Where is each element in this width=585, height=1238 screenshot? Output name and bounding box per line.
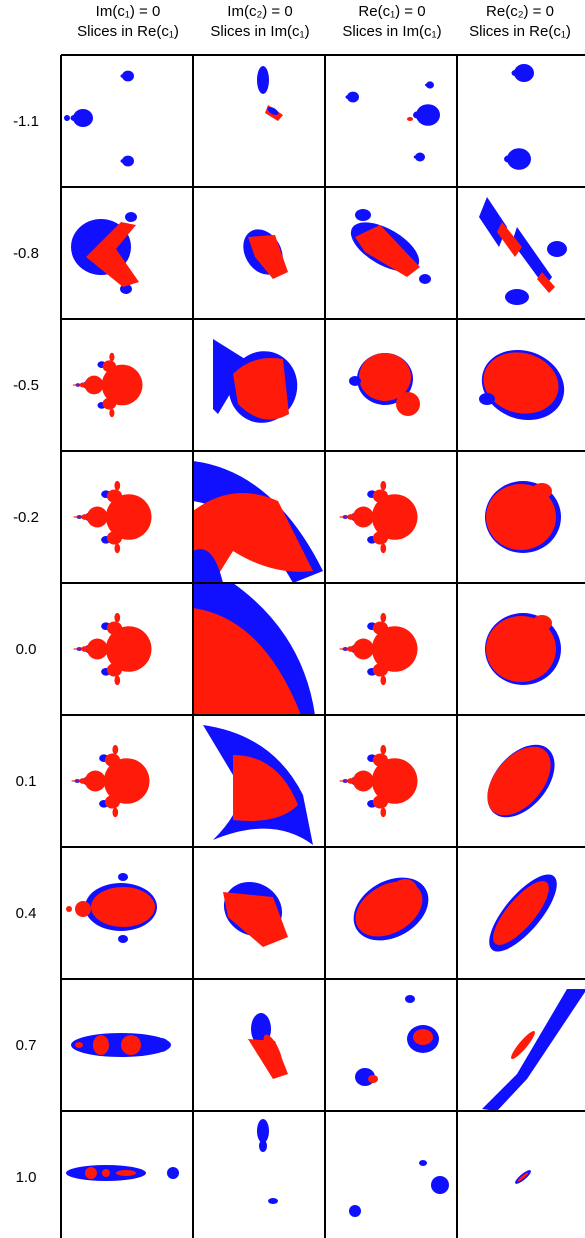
column-header-2-line2: Slices in Im(c₁) (210, 23, 310, 40)
slice-cell-r4-c3 (325, 451, 457, 583)
row-label-2: -0.8 (13, 245, 39, 262)
slice-cell-r4-c1 (61, 451, 193, 583)
row-label-3: -0.5 (13, 377, 39, 394)
row-label-4: -0.2 (13, 509, 39, 526)
column-header-3: Re(c₁) = 0 Slices in Im(c₁) (326, 2, 458, 42)
column-header-3-line1: Re(c₁) = 0 (358, 3, 426, 20)
slice-cell-r9-c4 (457, 1111, 585, 1238)
slice-cell-r1-c2 (193, 55, 325, 187)
column-header-1-line2: Slices in Re(c₁) (77, 23, 179, 40)
slice-cell-r2-c1 (61, 187, 193, 319)
row-label-8: 0.7 (15, 1037, 37, 1054)
slice-cell-r3-c3 (325, 319, 457, 451)
row-label-5: 0.0 (15, 641, 37, 658)
row-label-6: 0.1 (15, 773, 37, 790)
slice-cell-r2-c2 (193, 187, 325, 319)
slice-cell-r6-c2 (193, 715, 325, 847)
slice-cell-r8-c4 (457, 979, 585, 1111)
slice-cell-r7-c3 (325, 847, 457, 979)
slice-cell-r2-c4 (457, 187, 585, 319)
slice-cell-r5-c3 (325, 583, 457, 715)
column-header-1: Im(c₁) = 0 Slices in Re(c₁) (62, 2, 194, 42)
row-label-9: 1.0 (15, 1169, 37, 1186)
slice-cell-r5-c4 (457, 583, 585, 715)
slice-cell-r1-c1 (61, 55, 193, 187)
column-header-4: Re(c₂) = 0 Slices in Re(c₁) (454, 2, 585, 42)
slice-cell-r6-c3 (325, 715, 457, 847)
row-label-7: 0.4 (15, 905, 37, 922)
slice-cell-r5-c1 (61, 583, 193, 715)
slice-cell-r1-c3 (325, 55, 457, 187)
column-header-3-line2: Slices in Im(c₁) (342, 23, 442, 40)
slice-cell-r8-c3 (325, 979, 457, 1111)
slice-cell-r3-c4 (457, 319, 585, 451)
column-header-4-line1: Re(c₂) = 0 (486, 3, 554, 20)
slice-cell-r6-c4 (457, 715, 585, 847)
slice-cell-r7-c4 (457, 847, 585, 979)
slice-cell-r5-c2 (193, 583, 325, 715)
row-label-1: -1.1 (13, 113, 39, 130)
column-header-2: Im(c₂) = 0 Slices in Im(c₁) (194, 2, 326, 42)
slice-cell-r9-c3 (325, 1111, 457, 1238)
slice-cell-r6-c1 (61, 715, 193, 847)
column-header-1-line1: Im(c₁) = 0 (95, 3, 161, 20)
slice-cell-r9-c2 (193, 1111, 325, 1238)
slice-cell-r1-c4 (457, 55, 585, 187)
slice-cell-r7-c2 (193, 847, 325, 979)
slice-cell-r4-c4 (457, 451, 585, 583)
slice-cell-r8-c1 (61, 979, 193, 1111)
column-header-4-line2: Slices in Re(c₁) (469, 23, 571, 40)
slice-cell-r9-c1 (61, 1111, 193, 1238)
column-header-2-line1: Im(c₂) = 0 (227, 3, 293, 20)
slice-cell-r3-c1 (61, 319, 193, 451)
slice-cell-r3-c2 (193, 319, 325, 451)
slice-cell-r2-c3 (325, 187, 457, 319)
slice-cell-r4-c2 (193, 451, 325, 583)
slice-cell-r7-c1 (61, 847, 193, 979)
slice-cell-r8-c2 (193, 979, 325, 1111)
